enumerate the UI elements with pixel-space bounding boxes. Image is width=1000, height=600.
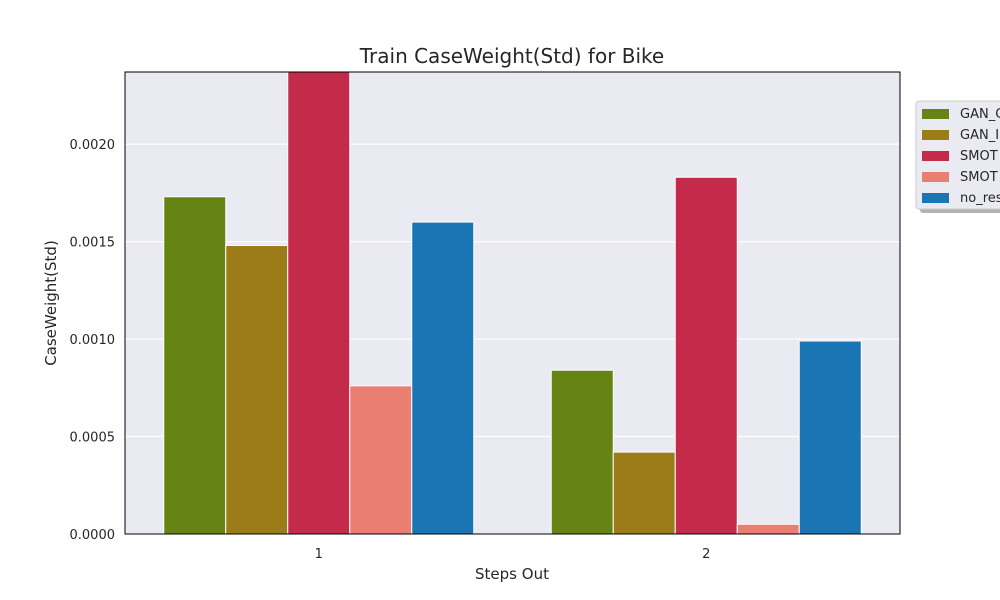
y-axis-label: CaseWeight(Std): [42, 240, 60, 366]
bar: [225, 244, 289, 535]
y-tick-label: 0.0010: [70, 333, 116, 348]
legend-label: GAN_C: [960, 107, 1000, 122]
y-tick-label: 0.0015: [70, 236, 116, 251]
plot-frame: [124, 71, 901, 535]
bar: [798, 340, 862, 535]
bar: [674, 176, 738, 535]
legend-swatch: [922, 109, 949, 119]
y-tick-label: 0.0005: [70, 431, 116, 446]
legend-label: SMOT: [960, 170, 998, 185]
bar: [349, 385, 413, 535]
y-axis-ticks: 0.0000 0.0005 0.0010 0.0015 0.0020: [70, 138, 116, 543]
legend-swatch: [922, 172, 949, 182]
legend-items: GAN_C GAN_I SMOT SMOT no_res: [922, 107, 1000, 206]
legend-label: no_res: [960, 191, 1000, 206]
legend-swatch: [922, 151, 949, 161]
bar: [612, 451, 676, 535]
bars: [163, 71, 862, 535]
x-axis-label: Steps Out: [475, 565, 549, 583]
bar: [411, 221, 475, 535]
x-tick-label: 1: [315, 547, 323, 562]
bar: [736, 523, 800, 535]
legend-swatch: [922, 193, 949, 203]
y-tick-label: 0.0020: [70, 138, 116, 153]
x-tick-label: 2: [702, 547, 710, 562]
legend-label: GAN_I: [960, 128, 999, 143]
chart-title: Train CaseWeight(Std) for Bike: [359, 44, 664, 68]
bar: [550, 369, 614, 535]
bar: [163, 196, 227, 535]
legend-label: SMOT: [960, 149, 998, 164]
y-tick-label: 0.0000: [70, 528, 116, 543]
legend-swatch: [922, 130, 949, 140]
bar: [287, 71, 351, 535]
legend: GAN_C GAN_I SMOT SMOT no_res: [915, 100, 1000, 213]
